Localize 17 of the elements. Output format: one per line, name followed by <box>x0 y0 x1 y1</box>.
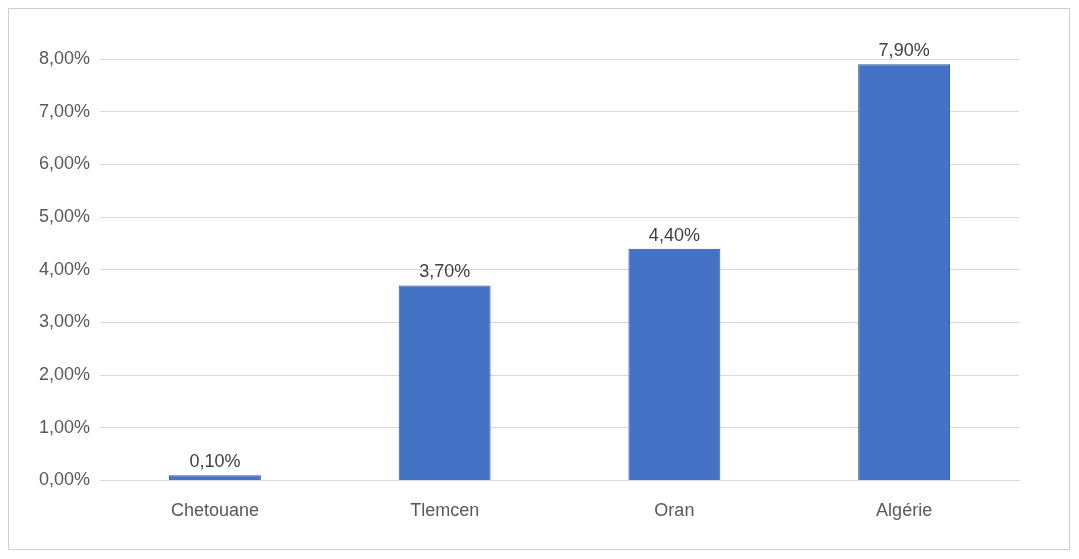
y-tick-label: 4,00% <box>38 258 91 279</box>
data-label: 4,40% <box>648 224 700 245</box>
y-tick-label: 5,00% <box>38 205 91 226</box>
y-tick-label: 6,00% <box>38 153 91 174</box>
y-tick-label: 2,00% <box>38 364 91 385</box>
y-tick-label: 0,00% <box>38 469 91 490</box>
y-tick-label: 7,00% <box>38 100 91 121</box>
y-tick-label: 3,00% <box>38 311 91 332</box>
data-label: 0,10% <box>189 451 241 472</box>
y-tick-label: 8,00% <box>38 47 91 68</box>
data-label: 7,90% <box>878 40 930 61</box>
data-label: 3,70% <box>419 261 471 282</box>
y-tick-label: 1,00% <box>38 416 91 437</box>
x-tick-label: Tlemcen <box>410 500 480 521</box>
x-tick-label: Chetouane <box>170 500 259 521</box>
x-tick-label: Algérie <box>876 500 933 521</box>
x-tick-label: Oran <box>654 500 695 521</box>
